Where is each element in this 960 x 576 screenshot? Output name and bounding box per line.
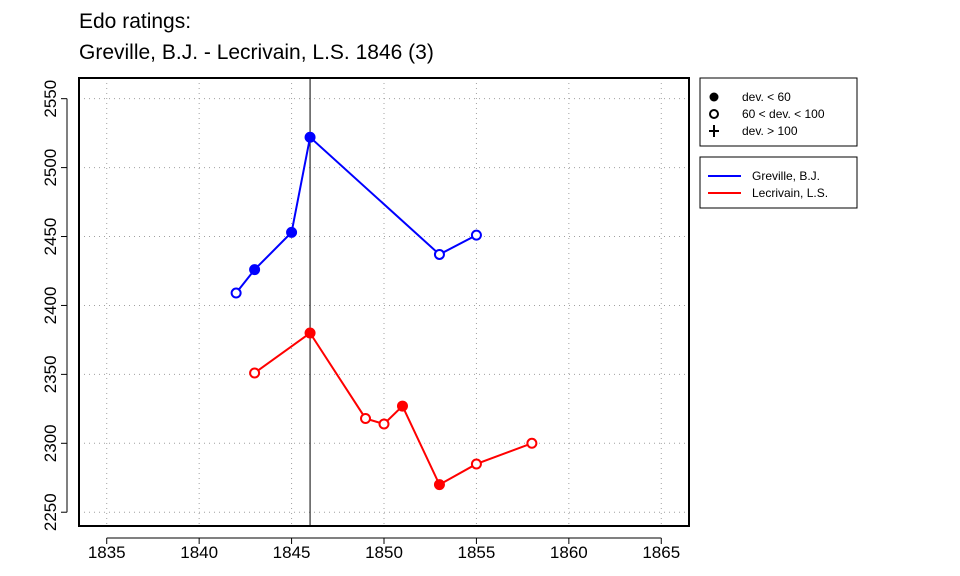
legend-marker-label: dev. > 100 <box>742 124 798 138</box>
data-point-filled <box>396 400 408 412</box>
x-tick-label: 1860 <box>550 543 588 562</box>
legend-series-label: Greville, B.J. <box>752 169 820 183</box>
legend-marker-label: 60 < dev. < 100 <box>742 107 825 121</box>
grid-layer <box>79 78 689 526</box>
legend-series-label: Lecrivain, L.S. <box>752 186 828 200</box>
legend-filled-circle-icon <box>709 92 719 102</box>
x-tick-label: 1845 <box>273 543 311 562</box>
y-tick-label: 2300 <box>41 424 60 462</box>
x-tick-label: 1835 <box>88 543 126 562</box>
data-point-open <box>378 418 390 430</box>
data-point-filled <box>249 264 261 276</box>
legend-open-circle-icon <box>709 109 719 119</box>
legend-plus-icon <box>709 125 719 137</box>
marker-legend-box <box>699 77 858 147</box>
y-tick-label: 2550 <box>41 80 60 118</box>
series-layer <box>230 131 538 491</box>
data-point-open <box>249 367 261 379</box>
data-point-filled <box>433 479 445 491</box>
data-point-filled <box>304 131 316 143</box>
x-tick-label: 1840 <box>180 543 218 562</box>
data-point-filled <box>304 327 316 339</box>
plot-frame-layer <box>78 77 690 527</box>
legend-layer: dev. < 60 60 < dev. < 100 dev. > 100 Grevil… <box>699 77 858 209</box>
axis-layer: 1835 1840 1845 1850 1855 1860 1865 2250 2300 2350… <box>41 80 680 562</box>
y-tick-label: 2500 <box>41 149 60 187</box>
x-tick-label: 1850 <box>365 543 403 562</box>
chart-title-line-1: Edo ratings: <box>79 10 192 33</box>
chart-title-line-2: Greville, B.J. - Lecrivain, L.S. 1846 (3… <box>79 41 434 64</box>
legend-marker-label: dev. < 60 <box>742 90 791 104</box>
x-tick-label: 1865 <box>642 543 680 562</box>
y-tick-label: 2250 <box>41 493 60 531</box>
series-line <box>235 135 477 294</box>
data-point-open <box>470 229 482 241</box>
data-point-open <box>470 458 482 470</box>
plot-frame <box>78 77 690 527</box>
data-point-open <box>360 412 372 424</box>
y-tick-label: 2450 <box>41 218 60 256</box>
data-point-open <box>526 437 538 449</box>
series-line <box>254 331 533 487</box>
data-point-open <box>230 287 242 299</box>
data-point-filled <box>286 226 298 238</box>
y-tick-label: 2350 <box>41 355 60 393</box>
series-legend-box <box>699 156 858 209</box>
data-point-open <box>433 248 445 260</box>
x-tick-label: 1855 <box>458 543 496 562</box>
y-tick-label: 2400 <box>41 287 60 325</box>
